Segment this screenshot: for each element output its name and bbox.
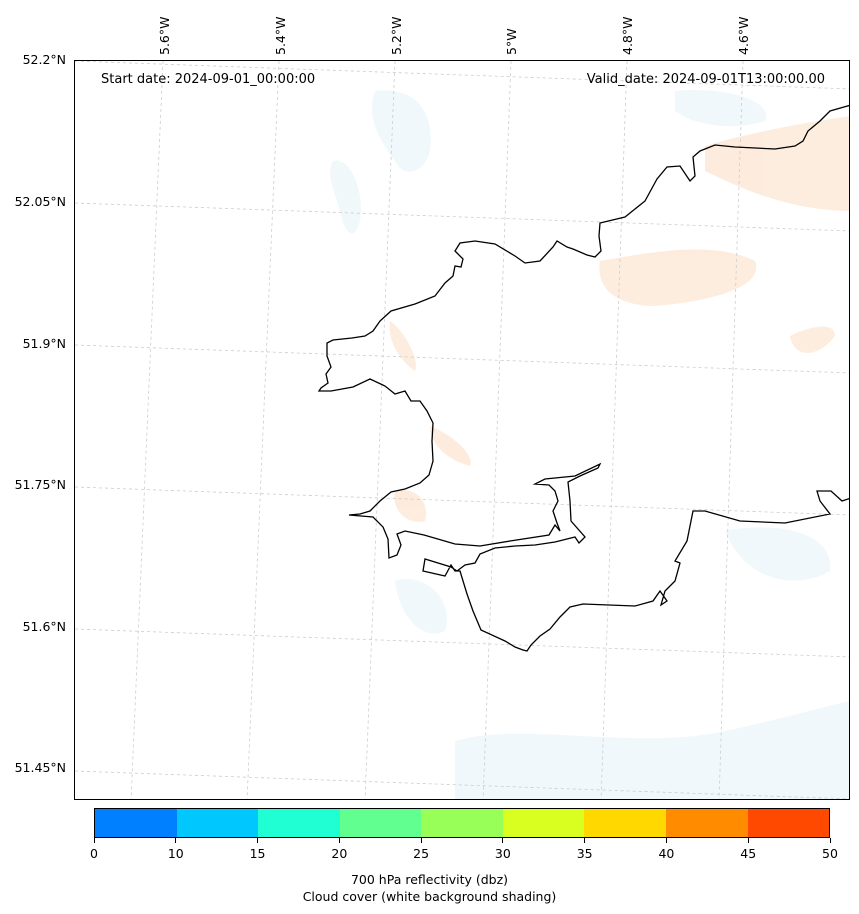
map-panel: Start date: 2024-09-01_00:00:00 Valid_da… — [74, 60, 850, 800]
colorbar-segment — [95, 809, 177, 837]
colorbar-tick-label: 40 — [658, 846, 675, 861]
colorbar-segment — [176, 809, 259, 837]
colorbar-tick-label: 25 — [413, 846, 430, 861]
colorbar-tick — [665, 838, 667, 843]
colorbar-tick-label: 30 — [494, 846, 511, 861]
start-date-text: Start date: 2024-09-01_00:00:00 — [101, 72, 315, 87]
lon-label-5.4w: 5.4°W — [273, 16, 288, 56]
reflectivity-shading — [389, 116, 849, 522]
colorbar-segment — [584, 809, 666, 837]
colorbar-segment — [339, 809, 422, 837]
colorbar-tick-label: 15 — [249, 846, 266, 861]
lon-label-4.8w: 4.8°W — [620, 16, 635, 56]
colorbar-segment — [421, 809, 503, 837]
lat-label-52.2n: 52.2°N — [22, 52, 66, 67]
colorbar-tick — [257, 838, 259, 843]
colorbar-caption: 700 hPa reflectivity (dbz) Cloud cover (… — [0, 871, 859, 905]
colorbar-tick — [338, 838, 340, 843]
colorbar-segment — [747, 809, 830, 837]
colorbar-tick-label: 0 — [90, 846, 98, 861]
colorbar-tick-label: 45 — [740, 846, 757, 861]
colorbar-tick — [175, 838, 177, 843]
lat-label-51.6n: 51.6°N — [22, 619, 66, 634]
coastline — [317, 104, 849, 652]
lon-label-5.2w: 5.2°W — [389, 16, 404, 56]
lon-label-4.6w: 4.6°W — [736, 16, 751, 56]
lon-label-5w: 5°W — [504, 28, 519, 55]
lat-label-51.75n: 51.75°N — [14, 477, 66, 492]
colorbar-tick-label: 20 — [331, 846, 348, 861]
colorbar-tick — [502, 838, 504, 843]
colorbar-tick — [829, 838, 831, 843]
colorbar — [94, 808, 830, 838]
valid-date-text: Valid_date: 2024-09-01T13:00:00.00 — [587, 72, 825, 87]
colorbar-label: 700 hPa reflectivity (dbz) — [350, 872, 509, 887]
colorbar-tick — [584, 838, 586, 843]
colorbar-segment — [258, 809, 340, 837]
lat-label-51.45n: 51.45°N — [14, 760, 66, 775]
lat-label-51.9n: 51.9°N — [22, 336, 66, 351]
cloud-shading — [330, 90, 849, 799]
colorbar-segment — [665, 809, 748, 837]
colorbar-tick-label: 10 — [167, 846, 184, 861]
colorbar-sublabel: Cloud cover (white background shading) — [302, 889, 557, 904]
map-canvas: Start date: 2024-09-01_00:00:00 Valid_da… — [75, 61, 849, 799]
colorbar-tick — [420, 838, 422, 843]
colorbar-tick — [747, 838, 749, 843]
colorbar-tick-label: 35 — [576, 846, 593, 861]
colorbar-tick-label: 50 — [822, 846, 838, 861]
colorbar-tick — [93, 838, 95, 843]
lon-label-5.6w: 5.6°W — [157, 16, 172, 56]
colorbar-segment — [502, 809, 585, 837]
lat-label-52.05n: 52.05°N — [14, 194, 66, 209]
